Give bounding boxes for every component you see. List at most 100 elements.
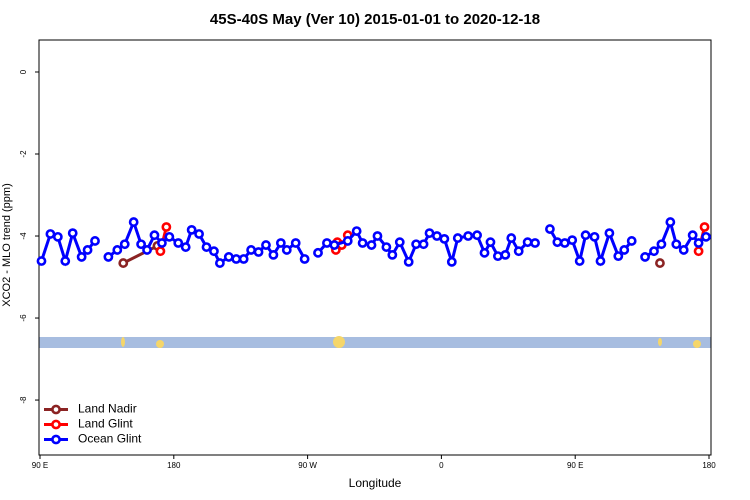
x-tick-label: 0 [439,461,444,470]
point [149,230,160,241]
point [580,230,591,241]
point [214,258,225,268]
point [452,233,463,243]
point [559,238,570,248]
point [201,242,212,252]
point [180,242,191,252]
point [231,254,242,264]
point [665,217,676,227]
point [119,239,130,250]
point [157,238,167,248]
point [209,246,219,257]
point [253,247,264,257]
point [351,226,362,236]
point [506,233,517,243]
chart-title: 45S-40S May (Ver 10) 2015-01-01 to 2020-… [210,11,540,28]
point [693,238,704,248]
point [687,230,698,241]
point [313,247,323,258]
point [699,222,710,232]
point [595,256,606,266]
point [545,224,555,234]
point [268,249,279,260]
point [387,249,398,260]
point [136,239,146,250]
land-ocean-strip [39,336,711,348]
point [223,252,234,262]
point [103,252,114,262]
y-tick-label: 0 [19,69,28,74]
point [446,256,457,267]
point [275,238,286,248]
legend-marker [51,404,61,415]
point [366,240,377,250]
point [656,239,667,250]
point [472,230,482,241]
plot-box [38,39,712,456]
point [479,247,490,258]
point [290,238,301,248]
point [530,238,540,248]
point [118,258,129,268]
point [155,246,166,257]
point [238,254,249,264]
point [693,246,704,257]
point [36,256,47,266]
point [381,242,392,252]
point [552,237,563,248]
point [394,237,405,248]
point [76,252,87,262]
x-tick-label: 180 [702,461,716,470]
point [649,246,659,257]
point [411,239,422,250]
point [52,231,63,242]
point [613,251,624,262]
point [67,228,78,239]
point [701,231,711,242]
point [261,240,271,250]
point [164,231,175,242]
point [45,229,56,239]
legend-label: Land Nadir [78,402,137,416]
point [500,249,511,260]
point [281,245,292,255]
x-tick-label: 90 W [298,461,317,470]
point [82,245,93,255]
point [60,256,71,266]
point [432,231,442,241]
point [619,245,630,255]
point [492,251,503,262]
x-tick-label: 180 [167,461,181,470]
point [513,246,524,257]
point [90,236,100,246]
point [329,240,340,250]
point [186,224,197,235]
point [173,238,184,248]
y-axis-label: XCO2 - MLO trend (ppm) [1,183,13,306]
point [604,228,615,239]
point [418,239,429,250]
point [574,256,585,266]
point [299,254,310,264]
point [357,238,368,248]
point [161,222,172,232]
point [372,231,383,241]
point [463,231,474,241]
point [322,238,332,248]
point [671,239,682,250]
point [142,245,152,255]
point [403,256,414,267]
point [567,235,578,246]
point [342,236,353,246]
point [246,245,257,255]
point [678,245,689,255]
point [485,237,496,248]
y-tick-label: -8 [19,396,28,404]
legend-marker [51,434,61,445]
point [194,229,204,239]
point [424,228,435,239]
point [112,245,123,255]
point [626,236,637,246]
point [640,252,650,262]
